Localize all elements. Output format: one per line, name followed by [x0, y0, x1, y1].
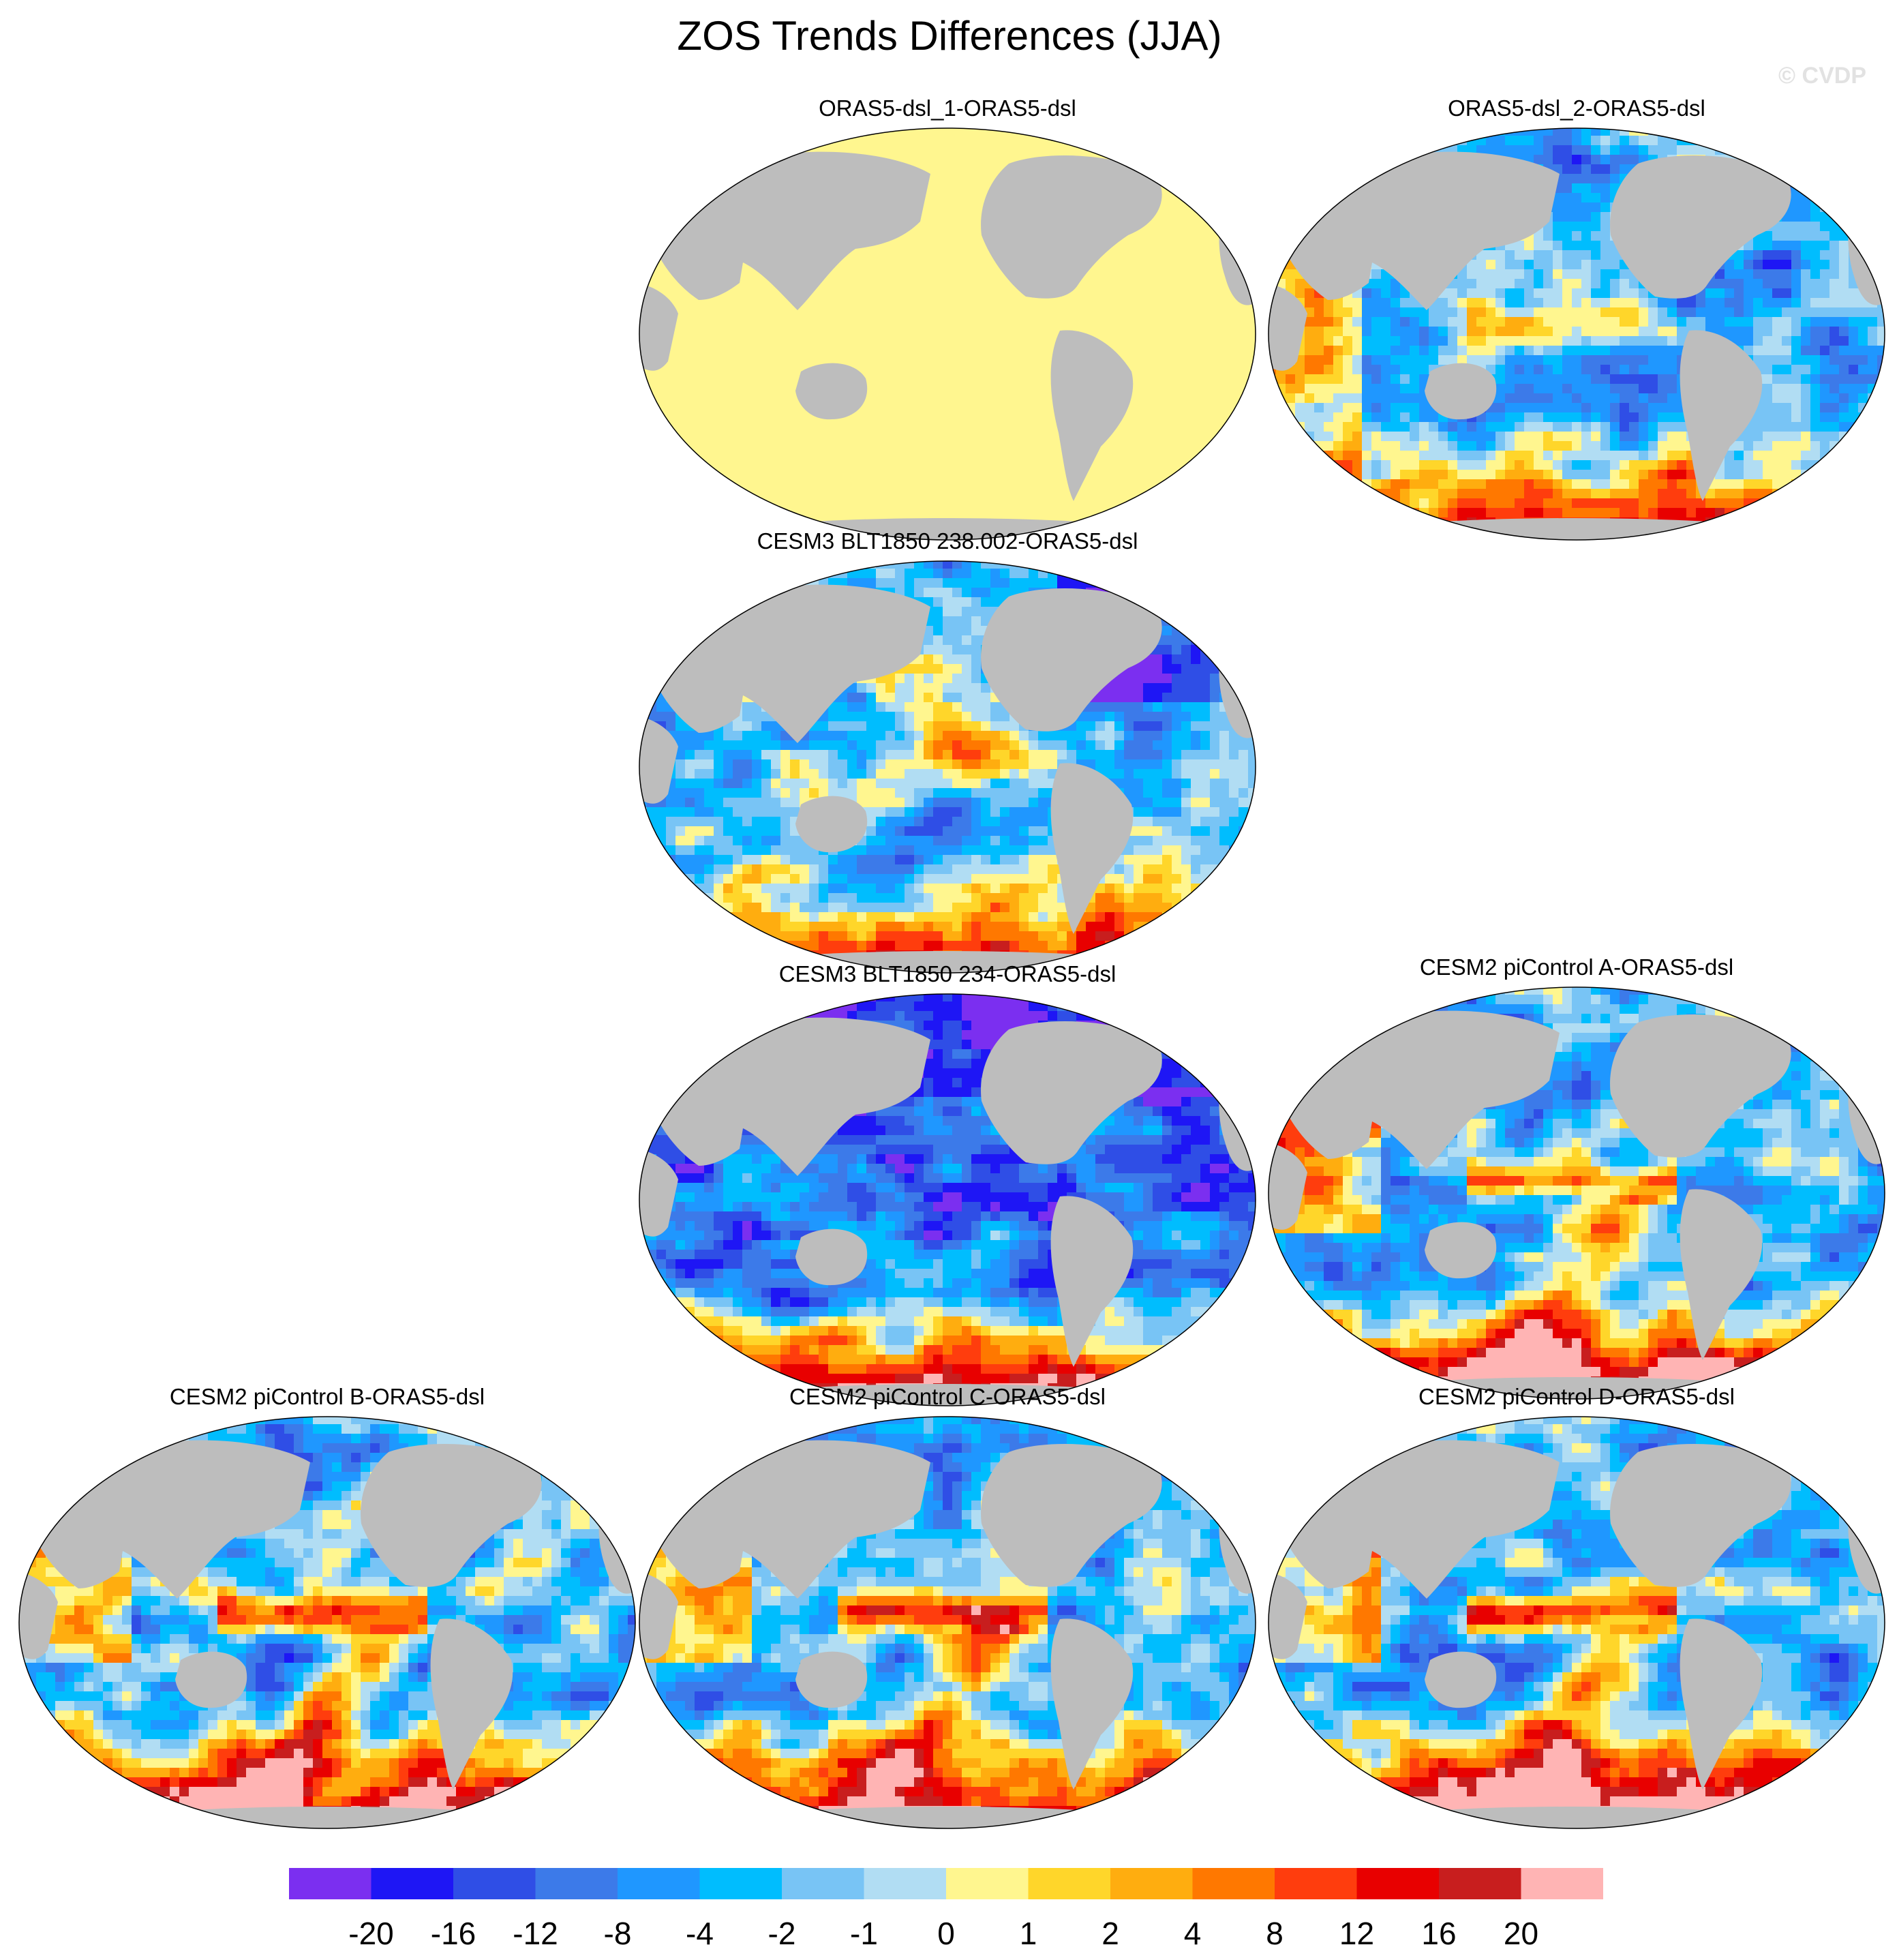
colorbar-swatch: [453, 1868, 536, 1899]
map: [1268, 1416, 1885, 1829]
map: [1268, 127, 1885, 541]
colorbar-swatch: [1521, 1868, 1603, 1899]
colorbar-label: -1: [850, 1916, 878, 1951]
colorbar-swatch: [1356, 1868, 1439, 1899]
colorbar-label: 1: [1020, 1916, 1037, 1951]
panel-title: CESM2 piControl B-ORAS5-dsl: [169, 1384, 485, 1409]
colorbar-swatch: [864, 1868, 946, 1899]
colorbar-label: 0: [937, 1916, 955, 1951]
colorbar-label: 20: [1504, 1916, 1538, 1951]
colorbar-label: 16: [1421, 1916, 1456, 1951]
colorbar-label: 4: [1184, 1916, 1202, 1951]
colorbar-label: 12: [1339, 1916, 1374, 1951]
map: [1268, 986, 1885, 1400]
colorbar-label: -12: [513, 1916, 558, 1951]
map: [639, 560, 1256, 974]
colorbar-swatch: [1439, 1868, 1521, 1899]
colorbar-swatch: [782, 1868, 864, 1899]
colorbar: -20 -16 -12 -8 -4 -2 -1 0 1 2 4 8 12 16 20: [289, 1868, 1603, 1951]
watermark: © CVDP: [1778, 63, 1866, 89]
colorbar-label: -2: [768, 1916, 796, 1951]
panel-title: CESM3 BLT1850 234-ORAS5-dsl: [778, 961, 1116, 986]
map: [639, 1416, 1256, 1829]
map: [18, 1416, 636, 1829]
figure-title: ZOS Trends Differences (JJA): [677, 13, 1222, 59]
colorbar-swatch: [699, 1868, 782, 1899]
colorbar-swatch: [618, 1868, 700, 1899]
colorbar-label: -4: [686, 1916, 714, 1951]
colorbar-label: 8: [1266, 1916, 1283, 1951]
panel-title: ORAS5-dsl_2-ORAS5-dsl: [1448, 95, 1705, 121]
colorbar-swatch: [289, 1868, 371, 1899]
panel-title: CESM2 piControl C-ORAS5-dsl: [789, 1384, 1106, 1409]
colorbar-swatch: [535, 1868, 618, 1899]
panel-title: CESM2 piControl A-ORAS5-dsl: [1419, 954, 1734, 980]
colorbar-label: 2: [1102, 1916, 1119, 1951]
colorbar-swatch: [1110, 1868, 1193, 1899]
colorbar-swatch: [946, 1868, 1029, 1899]
colorbar-swatch: [371, 1868, 453, 1899]
map: [639, 993, 1256, 1406]
colorbar-swatch: [1275, 1868, 1357, 1899]
panel-title: ORAS5-dsl_1-ORAS5-dsl: [819, 95, 1076, 121]
map: [639, 127, 1256, 541]
colorbar-label: -16: [431, 1916, 476, 1951]
colorbar-label: -20: [348, 1916, 393, 1951]
panel-title: CESM2 piControl D-ORAS5-dsl: [1418, 1384, 1735, 1409]
colorbar-label: -8: [604, 1916, 632, 1951]
panel-title: CESM3 BLT1850 238.002-ORAS5-dsl: [757, 528, 1138, 554]
colorbar-swatch: [1028, 1868, 1110, 1899]
colorbar-swatch: [1192, 1868, 1275, 1899]
